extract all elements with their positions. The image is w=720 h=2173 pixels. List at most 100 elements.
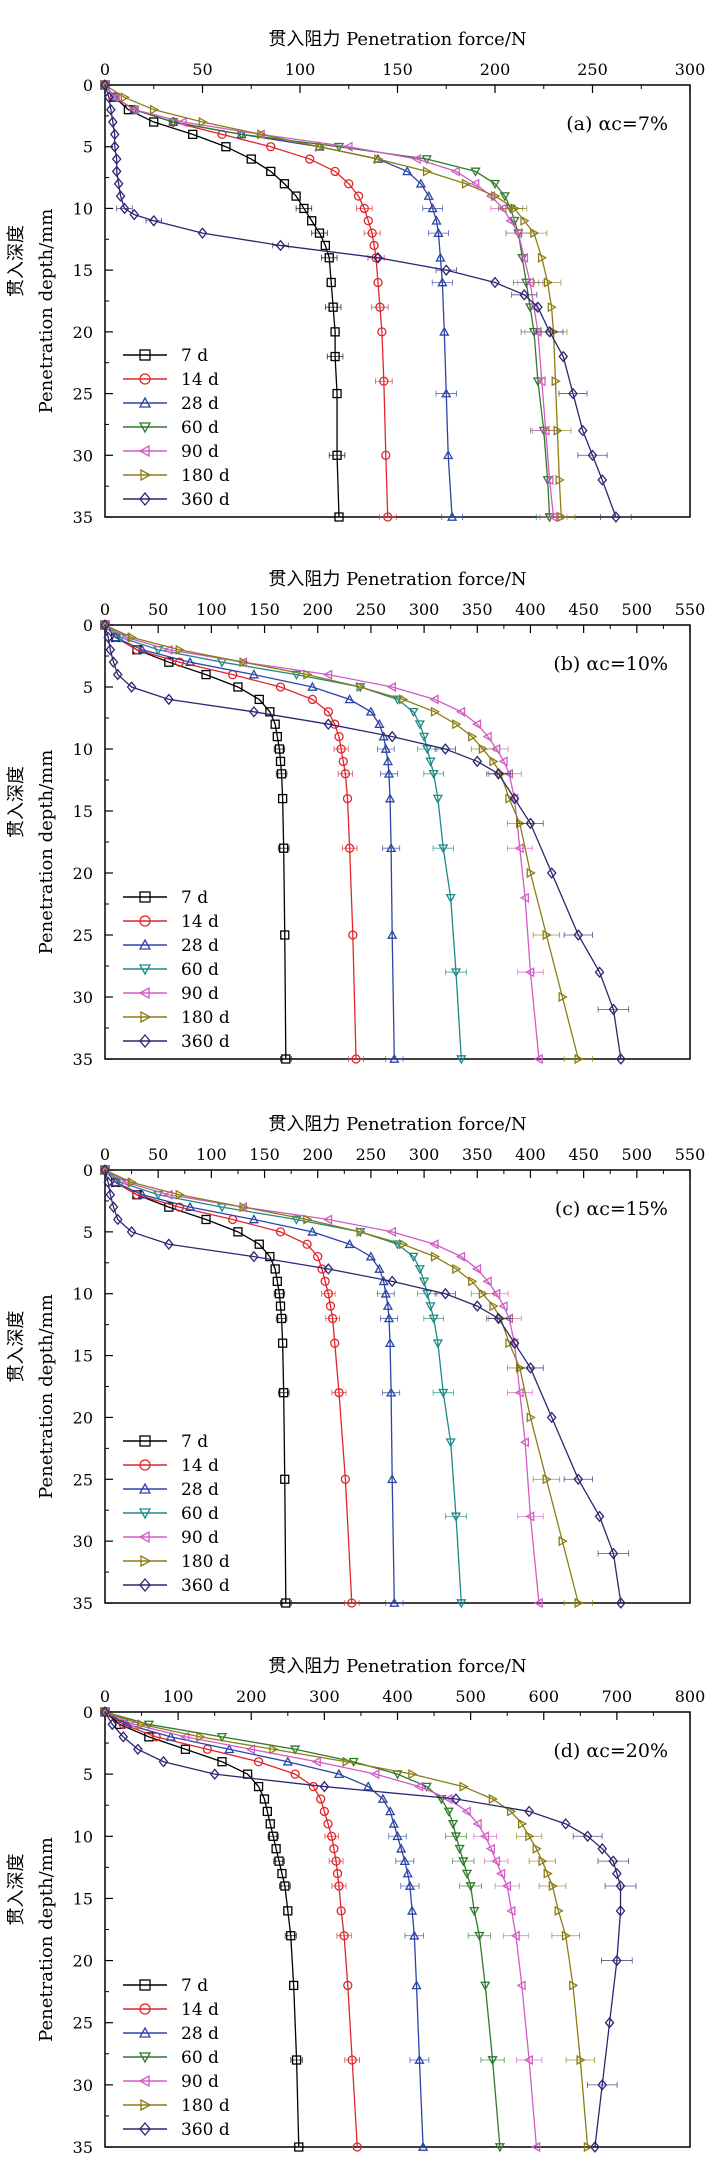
chart-a-data-point <box>198 116 208 128</box>
chart-d-data-point <box>158 1755 169 1768</box>
chart-a-y-axis-title: Penetration depth/mm <box>36 209 57 414</box>
chart-a-data-point <box>332 450 342 460</box>
chart-c-data-point <box>594 1510 605 1523</box>
chart-a-data-point <box>330 327 340 337</box>
chart-d-data-point <box>262 1806 272 1817</box>
chart-d-data-point <box>543 1868 553 1879</box>
chart-b-legend-label: 60 d <box>181 960 219 980</box>
chart-a-data-point <box>555 474 565 486</box>
chart-c-data-point <box>514 1387 524 1398</box>
chart-panel-c: 贯入阻力 Penetration force/N 贯入深度 Penetration … <box>0 1082 720 1627</box>
chart-a-data-point <box>307 216 317 226</box>
chart-b-data-point <box>573 929 584 941</box>
chart-c-data-point <box>320 1276 330 1286</box>
chart-b-data-point <box>432 794 444 804</box>
chart-b-y-tick-label: 5 <box>83 678 93 697</box>
chart-a-data-point <box>446 511 458 521</box>
chart-c-legend-marker <box>139 1577 151 1593</box>
chart-d-panel-label: (d) αc=20% <box>553 1740 668 1762</box>
chart-a-y-tick-label: 5 <box>83 138 93 157</box>
chart-b-data-point <box>482 731 492 742</box>
chart-a-data-point <box>510 203 520 214</box>
chart-c-y-tick-label: 30 <box>73 1532 93 1551</box>
chart-b-data-point <box>422 745 433 755</box>
chart-d-data-point <box>472 1818 482 1829</box>
chart-a-data-point <box>524 303 536 313</box>
chart-c-x-tick-label: 100 <box>196 1145 227 1164</box>
chart-b-legend-marker <box>138 986 150 1000</box>
chart-c-x-tick-label: 150 <box>249 1145 280 1164</box>
chart-c-data-point <box>546 1411 557 1424</box>
chart-c-data-point <box>108 1201 119 1213</box>
chart-c-data-point <box>422 1289 433 1300</box>
chart-d-data-point <box>576 2054 586 2066</box>
chart-c-data-point <box>482 1276 492 1287</box>
chart-c-series-line <box>104 1169 353 1604</box>
chart-c-legend-marker <box>140 1554 152 1568</box>
chart-a-data-point <box>415 178 427 188</box>
chart-c-data-point <box>525 1362 536 1374</box>
chart-c-series-7d <box>100 1165 292 1608</box>
chart-c-legend-marker <box>138 1530 150 1544</box>
chart-b-data-point <box>384 793 396 803</box>
chart-a-series-7d <box>100 80 346 522</box>
chart-c-data-point <box>313 1251 323 1262</box>
chart-d-data-point <box>377 1793 388 1803</box>
chart-a-y-tick-label: 30 <box>73 446 93 465</box>
chart-a-data-point <box>470 178 480 189</box>
chart-b-data-point <box>374 718 385 729</box>
chart-a-data-point <box>148 214 159 227</box>
chart-b-data-point <box>472 755 483 768</box>
chart-d-data-point <box>501 1880 512 1892</box>
chart-b-data-point <box>307 694 318 705</box>
chart-c-data-point <box>100 1164 110 1176</box>
chart-b-data-point <box>110 632 121 642</box>
chart-d-data-point <box>274 1856 284 1866</box>
chart-b-x-tick-label: 250 <box>356 600 387 619</box>
chart-b-data-point <box>429 694 439 705</box>
chart-a-legend-label: 360 d <box>181 490 230 510</box>
chart-d-data-point <box>485 1843 495 1854</box>
chart-c-data-point <box>112 1213 123 1226</box>
chart-b-x-axis-title: 贯入阻力 Penetration force/N <box>268 569 526 590</box>
chart-d-data-point <box>290 1769 300 1779</box>
chart-c-legend-marker <box>138 1508 152 1520</box>
chart-a-data-point <box>305 154 315 164</box>
chart-d-data-point <box>459 1781 469 1792</box>
chart-c-x-tick-label: 350 <box>462 1145 493 1164</box>
chart-c-data-point <box>515 1362 526 1374</box>
chart-d-data-point <box>451 1793 461 1805</box>
chart-b-x-tick-label: 400 <box>515 600 546 619</box>
chart-b-data-point <box>340 769 351 779</box>
chart-c-data-point <box>280 1474 290 1484</box>
chart-b-legend-label: 90 d <box>181 984 219 1004</box>
chart-d-data-point <box>488 1793 498 1805</box>
chart-c-data-point <box>493 1312 504 1325</box>
chart-d-data-point <box>404 1880 416 1890</box>
chart-c-panel-label: (c) αc=15% <box>555 1198 668 1220</box>
chart-c-data-point <box>505 1338 515 1349</box>
chart-c-data-point <box>347 1598 357 1608</box>
chart-b-data-point <box>163 693 174 706</box>
chart-d-y-tick-label: 0 <box>83 1703 93 1722</box>
chart-d-data-point <box>165 1731 176 1741</box>
chart-d-data-point <box>347 2055 357 2065</box>
chart-c-data-point <box>127 1177 137 1188</box>
chart-d-x-tick-label: 700 <box>602 1687 633 1706</box>
chart-d-data-point <box>414 2054 425 2064</box>
chart-b-series-60d <box>99 621 467 1065</box>
chart-c-y-tick-label: 25 <box>73 1470 93 1489</box>
chart-b-y-tick-label: 15 <box>73 802 93 821</box>
chart-a-y-tick-label: 25 <box>73 385 93 404</box>
chart-b-legend-label: 28 d <box>181 936 219 956</box>
chart-c-data-point <box>110 1177 121 1187</box>
chart-d-data-point <box>461 1869 473 1879</box>
chart-d-data-point <box>385 1806 396 1816</box>
chart-a-legend-label: 28 d <box>181 394 219 414</box>
chart-b-series-14d <box>100 620 364 1064</box>
chart-d-data-point <box>548 1880 558 1892</box>
chart-a-data-point <box>279 179 290 189</box>
chart-d-data-point <box>331 1856 341 1866</box>
chart-a-data-point <box>553 425 563 436</box>
chart-d-x-tick-label: 600 <box>528 1687 559 1706</box>
